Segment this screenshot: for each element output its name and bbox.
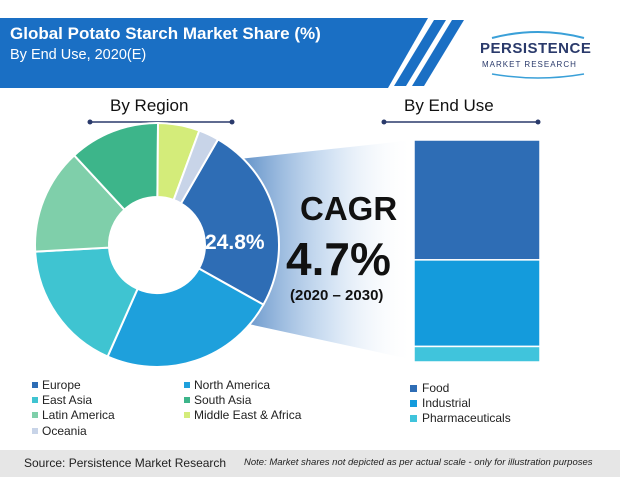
enduse-arrow-left-dot [381,119,387,125]
logo-swoosh-icon [491,31,585,79]
cagr-period: (2020 – 2030) [290,287,384,304]
legend-item-south-asia: South Asia [184,393,251,407]
cagr-value: 4.7% [286,233,391,285]
logo-tagline: MARKET RESEARCH [482,60,577,69]
legend-label-latin-america: Latin America [42,408,115,422]
enduse-arrow-right-dot [535,119,541,125]
legend-item-latin-america: Latin America [32,408,115,422]
region-donut [34,121,280,368]
legend-label-oceania: Oceania [42,424,87,438]
bar-segment-food [413,139,541,261]
region-arrow-right-dot [229,119,235,125]
footer-bar: Source: Persistence Market Research Note… [0,450,620,477]
legend-item-east-asia: East Asia [32,393,92,407]
legend-item-europe: Europe [32,378,81,392]
chart-subtitle: By End Use, 2020(E) [10,47,147,63]
donut-slice-oceania [172,129,220,205]
legend-item-oceania: Oceania [32,424,87,438]
legend-swatch-north-america [184,382,190,388]
legend-swatch-pharmaceuticals [410,414,417,422]
enduse-stacked-bar [413,139,541,363]
logo-name: PERSISTENCE [480,40,592,57]
legend-item-industrial: Industrial [410,396,471,410]
legend-swatch-industrial [410,399,417,407]
legend-item-middle-east-africa: Middle East & Africa [184,408,301,422]
persistence-logo: PERSISTENCE MARKET RESEARCH [472,30,604,80]
legend-swatch-oceania [32,428,38,434]
legend-item-north-america: North America [184,378,270,392]
source-text: Source: Persistence Market Research [24,456,227,470]
legend-swatch-south-asia [184,397,190,403]
enduse-section-label: By End Use [404,96,494,115]
bar-segment-industrial [413,259,541,348]
legend-label-food: Food [422,381,450,395]
chart-title: Global Potato Starch Market Share (%) [10,24,321,43]
region-section-label: By Region [110,96,189,115]
legend-label-industrial: Industrial [422,396,471,410]
legend-label-south-asia: South Asia [194,393,252,407]
header-banner [0,18,464,88]
bar-segment-pharmaceuticals [413,345,541,363]
legend-swatch-middle-east-africa [184,412,190,418]
legend-swatch-east-asia [32,397,38,403]
donut-slice-east-asia [34,246,139,358]
legend-label-pharmaceuticals: Pharmaceuticals [422,411,511,425]
scale-note: Note: Market shares not depicted as per … [244,457,593,468]
projection-fade [230,140,414,360]
donut-slice-north-america [106,267,265,368]
legend-label-middle-east-africa: Middle East & Africa [194,408,302,422]
legend-item-food: Food [410,381,449,395]
legend-label-europe: Europe [42,378,81,392]
legend-label-east-asia: East Asia [42,393,93,407]
legend-item-pharmaceuticals: Pharmaceuticals [410,411,511,425]
donut-slice-europe [179,137,280,307]
banner-shape [0,18,428,88]
chart-canvas [34,119,541,368]
cagr-title: CAGR [300,190,398,227]
legend-swatch-latin-america [32,412,38,418]
europe-share-label: 24.8% [205,231,265,254]
banner-stripe-1 [394,20,446,86]
legend-swatch-europe [32,382,38,388]
banner-stripe-2 [412,20,464,86]
legend-label-north-america: North America [194,378,271,392]
region-arrow-left-dot [87,119,93,125]
legend-swatch-food [410,384,417,392]
